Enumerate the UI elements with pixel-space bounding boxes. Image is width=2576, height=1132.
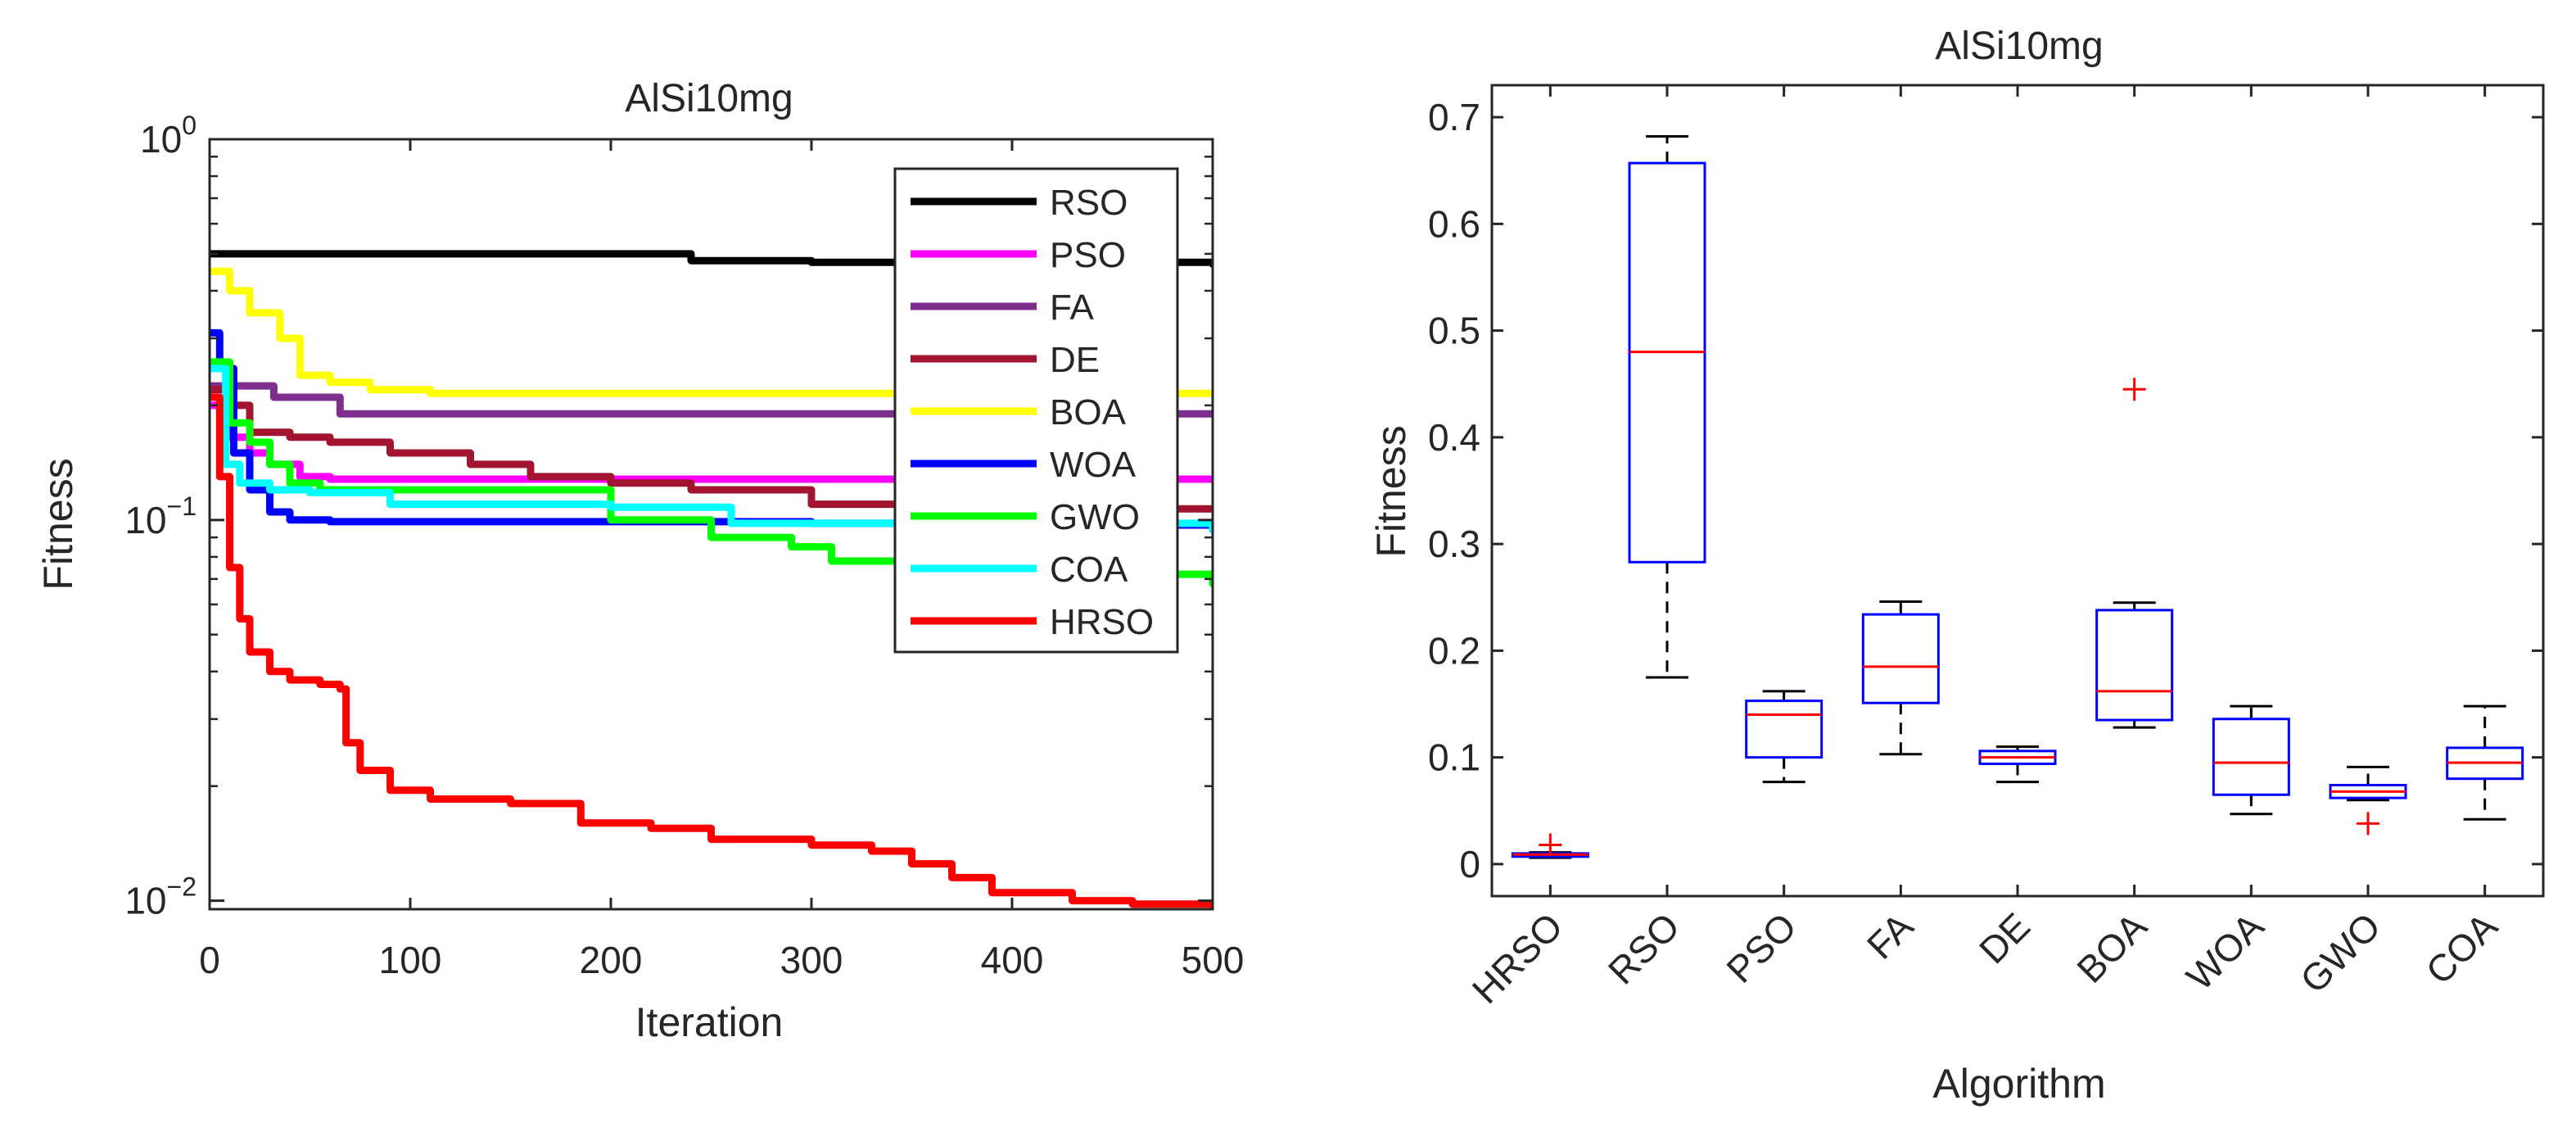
y-tick-label: 10−1	[124, 491, 197, 541]
box-fa	[1861, 600, 1940, 756]
boxplot-area	[1492, 85, 2543, 896]
legend-label-pso: PSO	[1050, 235, 1126, 275]
boxplot-title: AlSi10mg	[1935, 25, 2103, 68]
iqr-box	[1628, 161, 1706, 564]
iqr-box	[1861, 613, 1940, 704]
iqr-box	[2212, 718, 2290, 796]
x-tick-label: 300	[780, 939, 843, 981]
x-tick-label: 200	[580, 939, 643, 981]
legend-label-woa: WOA	[1050, 445, 1137, 485]
y-tick-label: 0.1	[1428, 736, 1480, 779]
legend-label-boa: BOA	[1050, 392, 1127, 432]
x-tick-label-coa: COA	[2417, 904, 2505, 992]
y-tick-label: 0.5	[1428, 310, 1480, 352]
y-tick-label: 0.2	[1428, 629, 1480, 672]
convergence-x-ticks: 0 100 200 300 400 500	[199, 139, 1244, 981]
series-line-hrso	[210, 393, 1213, 909]
iqr-box	[1745, 700, 1824, 759]
series-line-fa	[210, 382, 1213, 418]
y-tick-label: 0.4	[1428, 416, 1480, 459]
box-woa	[2212, 704, 2290, 816]
x-tick-label-pso: PSO	[1718, 904, 1804, 990]
y-tick-label: 0	[1459, 843, 1480, 885]
box-rso	[1628, 135, 1706, 679]
outlier-marker	[2357, 812, 2379, 835]
box-boa	[2095, 378, 2174, 729]
convergence-y-axis-label: Fitness	[35, 458, 81, 590]
legend-label-gwo: GWO	[1050, 497, 1140, 537]
box-gwo	[2329, 765, 2407, 835]
legend-label-fa: FA	[1050, 288, 1094, 328]
y-tick-label: 10−2	[124, 872, 197, 922]
legend-label-hrso: HRSO	[1050, 602, 1154, 642]
x-tick-label: 400	[981, 939, 1044, 981]
y-tick-label: 0.6	[1428, 202, 1480, 245]
boxplot-x-axis-label: Algorithm	[1932, 1061, 2105, 1107]
convergence-plot-title: AlSi10mg	[625, 77, 793, 120]
series-line-boa	[210, 267, 1213, 397]
iqr-box	[2095, 609, 2174, 722]
convergence-y-ticks: 10−2 10−1 100	[124, 111, 1213, 922]
x-tick-label-fa: FA	[1859, 904, 1922, 967]
boxplot: AlSi10mg 0 0.1 0.2 0.3 0.4 0.5 0.6 0.7 HRSO RSO P…	[1368, 25, 2545, 1107]
x-tick-label-boa: BOA	[2068, 904, 2155, 991]
convergence-plot: AlSi10mg 0 100 200 300 400 500 10−2 10−1 100 It…	[35, 77, 1244, 1045]
x-tick-label-de: DE	[1971, 904, 2038, 971]
y-tick-label: 0.3	[1428, 523, 1480, 565]
legend-label-coa: COA	[1050, 550, 1128, 590]
outlier-marker	[1539, 833, 1562, 857]
x-tick-label: 500	[1182, 939, 1245, 981]
convergence-legend: RSO PSO FA DE BOA WOA GWO COA HRSO	[893, 167, 1179, 654]
x-tick-label-rso: RSO	[1600, 904, 1688, 992]
boxplot-y-ticks: 0 0.1 0.2 0.3 0.4 0.5 0.6 0.7	[1428, 96, 2543, 885]
box-de	[1978, 745, 2057, 784]
convergence-plot-frame	[208, 138, 1214, 911]
convergence-x-axis-label: Iteration	[635, 999, 784, 1045]
legend-label-rso: RSO	[1050, 183, 1128, 223]
legend-label-de: DE	[1050, 340, 1100, 380]
box-pso	[1745, 690, 1824, 784]
y-tick-label: 0.7	[1428, 96, 1480, 138]
x-tick-label-woa: WOA	[2178, 904, 2272, 998]
outlier-marker	[2122, 378, 2146, 401]
x-tick-label-hrso: HRSO	[1464, 904, 1571, 1012]
box-hrso	[1511, 833, 1589, 859]
x-tick-label: 0	[199, 939, 220, 981]
x-tick-label: 100	[379, 939, 442, 981]
x-tick-label-gwo: GWO	[2292, 904, 2388, 1001]
boxplot-boxes	[1511, 135, 2524, 859]
boxplot-y-axis-label: Fitness	[1368, 425, 1414, 557]
box-coa	[2446, 704, 2524, 821]
y-tick-label: 100	[140, 111, 197, 161]
